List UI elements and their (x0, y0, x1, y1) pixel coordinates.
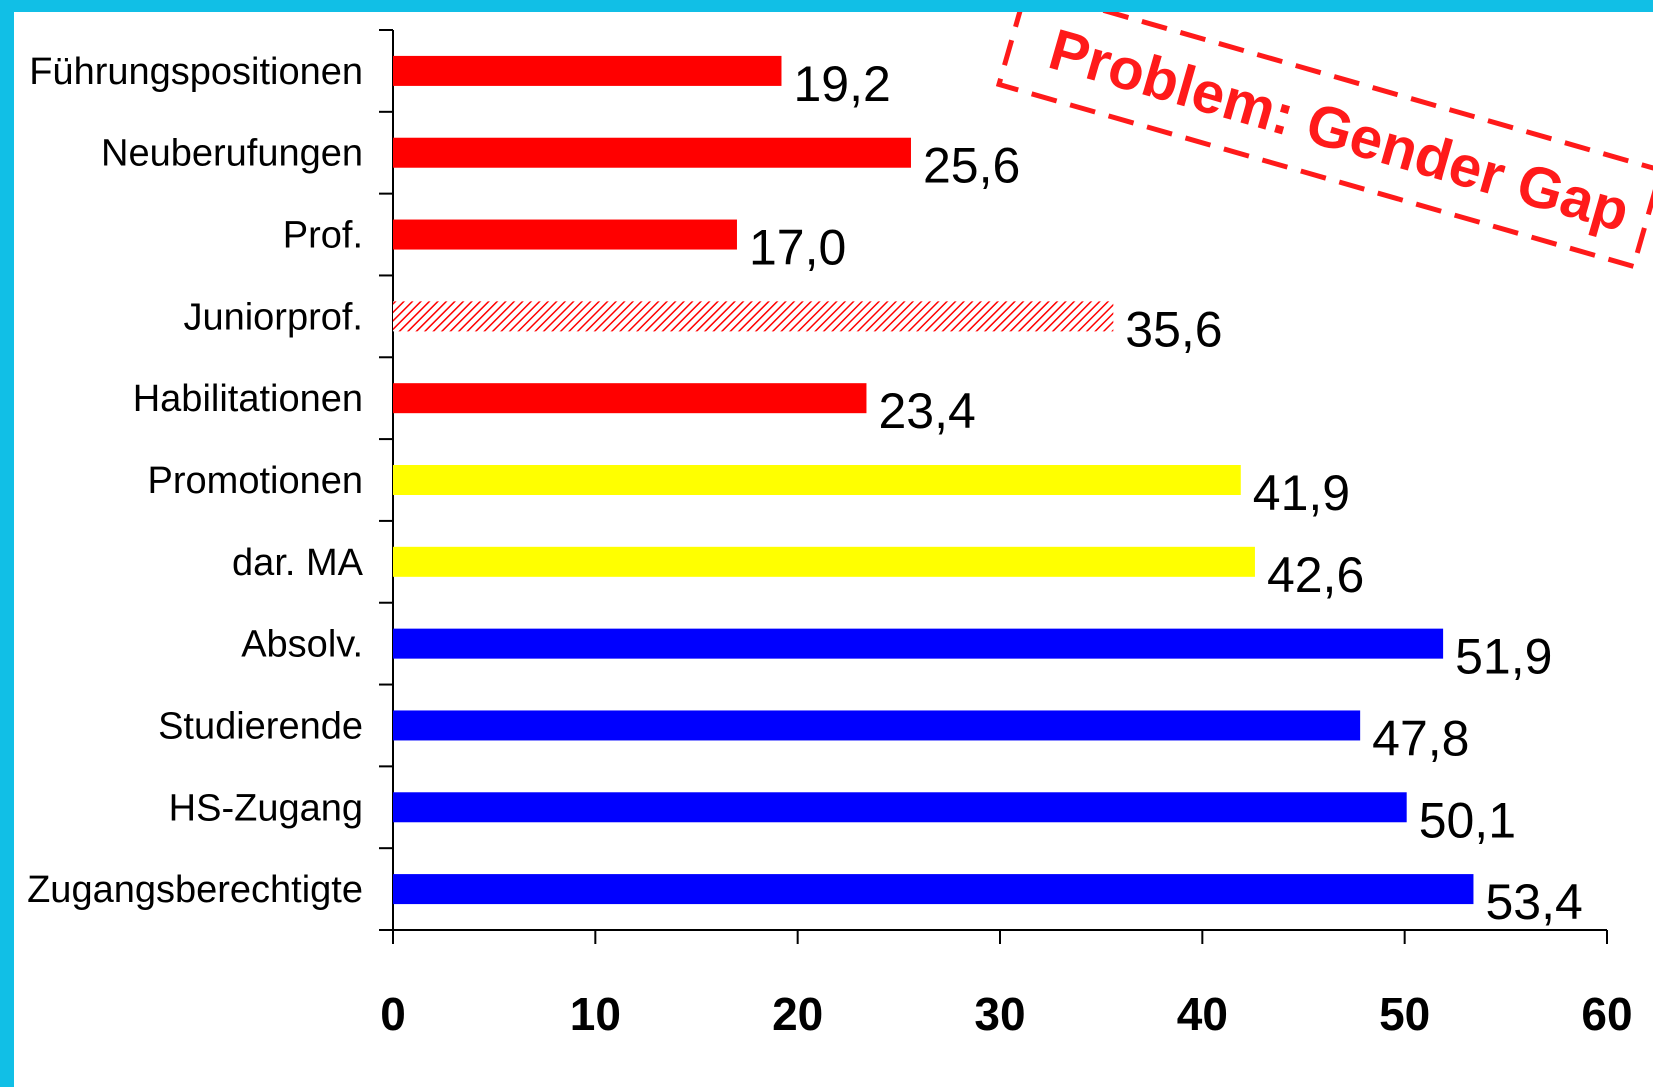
x-tick-label: 60 (1581, 988, 1632, 1040)
value-label: 53,4 (1485, 874, 1582, 930)
category-label: dar. MA (232, 542, 364, 584)
category-label: Juniorprof. (183, 296, 363, 338)
value-label: 50,1 (1419, 792, 1516, 848)
bar-promotionen (393, 465, 1241, 495)
value-labels: 19,2 25,6 17,0 35,6 23,4 41,9 42,6 51,9 47,8 50,1… (749, 56, 1583, 930)
x-tick-label: 10 (570, 988, 621, 1040)
value-label: 17,0 (749, 220, 846, 276)
category-label: Promotionen (148, 460, 363, 502)
category-label: Prof. (283, 215, 363, 257)
category-label: HS-Zugang (169, 787, 363, 829)
gender-gap-stamp: Problem: Gender Gap (995, 12, 1653, 270)
stamp-text: Problem: Gender Gap (1042, 17, 1636, 245)
value-label: 35,6 (1125, 301, 1222, 357)
bar-absolv (393, 628, 1444, 659)
category-labels: Führungspositionen Neuberufungen Prof. Juni… (27, 51, 364, 911)
x-tick-label: 50 (1379, 988, 1430, 1040)
value-label: 51,9 (1455, 629, 1552, 685)
category-label: Absolv. (241, 624, 363, 666)
bar-neuberufungen (393, 137, 911, 168)
bar-zugangsberechtigte (393, 874, 1474, 905)
bar-chart: Führungspositionen Neuberufungen Prof. Juni… (27, 12, 1653, 1040)
bars (393, 55, 1474, 905)
value-label: 23,4 (878, 383, 975, 439)
category-label: Führungspositionen (29, 51, 363, 93)
x-tick-label: 40 (1177, 988, 1228, 1040)
x-tick-label: 20 (772, 988, 823, 1040)
x-tick-label: 0 (380, 988, 406, 1040)
bar-fuhrungspositionen (393, 55, 782, 86)
bar-juniorprof (393, 301, 1114, 332)
category-label: Studierende (158, 705, 363, 747)
x-tick-labels: 0 10 20 30 40 50 60 (380, 988, 1632, 1040)
bar-hs-zugang (393, 792, 1407, 823)
category-label: Neuberufungen (101, 133, 363, 175)
category-label: Zugangsberechtigte (27, 869, 363, 911)
bar-habilitationen (393, 383, 867, 414)
value-label: 42,6 (1267, 547, 1364, 603)
bar-dar-ma (393, 546, 1255, 577)
stamp-border (995, 12, 1653, 270)
category-label: Habilitationen (133, 378, 363, 420)
value-label: 25,6 (923, 138, 1020, 194)
value-label: 47,8 (1372, 710, 1469, 766)
value-label: 41,9 (1253, 465, 1350, 521)
bar-prof (393, 219, 737, 250)
value-label: 19,2 (793, 56, 890, 112)
x-tick-label: 30 (974, 988, 1025, 1040)
bar-studierende (393, 710, 1361, 741)
